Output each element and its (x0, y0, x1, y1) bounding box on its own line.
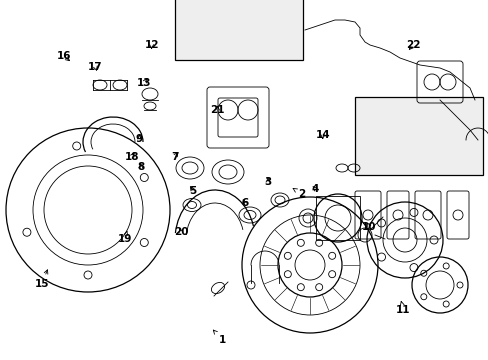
Bar (175, 0, 303, 60)
Text: 2: 2 (292, 188, 305, 199)
Text: 8: 8 (137, 162, 144, 172)
Text: 22: 22 (405, 40, 420, 50)
Text: 3: 3 (264, 177, 271, 187)
Text: 16: 16 (56, 51, 71, 61)
Text: 10: 10 (361, 222, 376, 232)
Text: 14: 14 (315, 130, 329, 140)
Text: 21: 21 (210, 105, 224, 115)
Text: 6: 6 (241, 198, 247, 208)
Text: 11: 11 (395, 301, 410, 315)
Text: 9: 9 (136, 134, 142, 144)
Text: 4: 4 (311, 184, 319, 194)
Text: 12: 12 (144, 40, 159, 50)
Text: 20: 20 (173, 227, 188, 237)
Bar (315, 196, 359, 240)
Text: 17: 17 (88, 62, 102, 72)
Text: 1: 1 (213, 330, 225, 345)
Text: 7: 7 (171, 152, 179, 162)
Bar (354, 97, 482, 175)
Text: 5: 5 (189, 186, 196, 196)
Text: 19: 19 (117, 231, 132, 244)
Text: 15: 15 (34, 270, 49, 289)
Text: 13: 13 (137, 78, 151, 88)
Text: 18: 18 (124, 152, 139, 162)
